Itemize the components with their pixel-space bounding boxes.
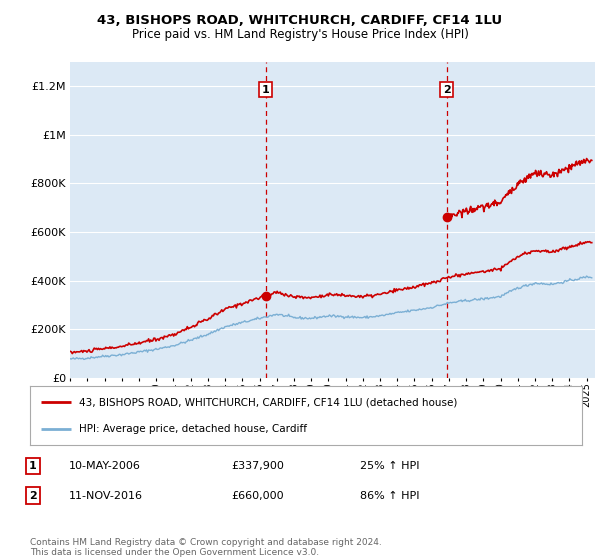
Text: 43, BISHOPS ROAD, WHITCHURCH, CARDIFF, CF14 1LU: 43, BISHOPS ROAD, WHITCHURCH, CARDIFF, C… <box>97 14 503 27</box>
Text: HPI: Average price, detached house, Cardiff: HPI: Average price, detached house, Card… <box>79 424 307 435</box>
Text: £660,000: £660,000 <box>231 491 284 501</box>
Text: 10-MAY-2006: 10-MAY-2006 <box>69 461 141 471</box>
Text: 86% ↑ HPI: 86% ↑ HPI <box>360 491 419 501</box>
Text: 2: 2 <box>29 491 37 501</box>
Text: Contains HM Land Registry data © Crown copyright and database right 2024.
This d: Contains HM Land Registry data © Crown c… <box>30 538 382 557</box>
Text: 1: 1 <box>262 85 269 95</box>
Text: 25% ↑ HPI: 25% ↑ HPI <box>360 461 419 471</box>
Text: 43, BISHOPS ROAD, WHITCHURCH, CARDIFF, CF14 1LU (detached house): 43, BISHOPS ROAD, WHITCHURCH, CARDIFF, C… <box>79 397 457 407</box>
Text: Price paid vs. HM Land Registry's House Price Index (HPI): Price paid vs. HM Land Registry's House … <box>131 28 469 41</box>
Text: 11-NOV-2016: 11-NOV-2016 <box>69 491 143 501</box>
Text: 1: 1 <box>29 461 37 471</box>
Text: £337,900: £337,900 <box>231 461 284 471</box>
Text: 2: 2 <box>443 85 451 95</box>
